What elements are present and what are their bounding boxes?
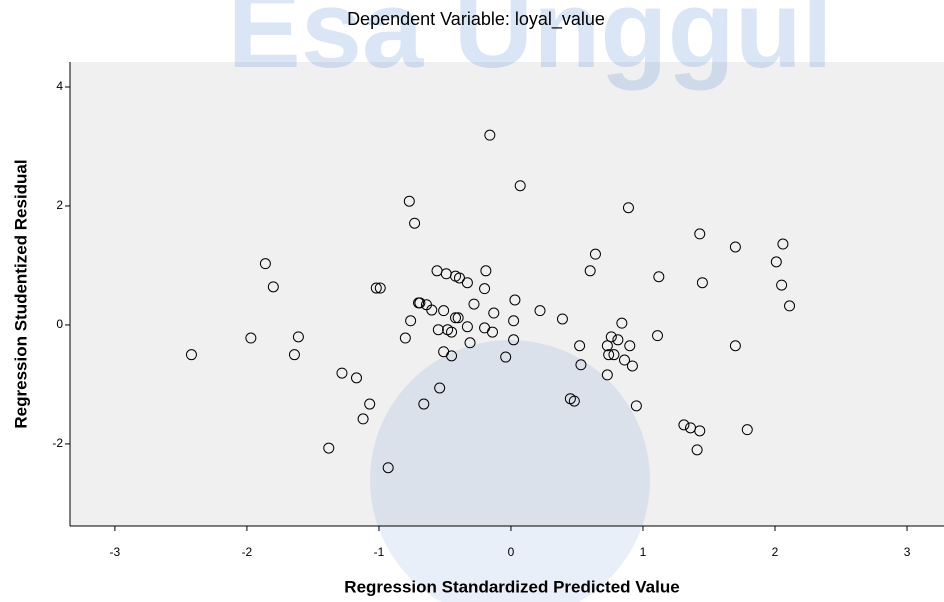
x-tick-label: -1 xyxy=(374,545,385,559)
x-tick-label: 0 xyxy=(508,545,515,559)
y-axis-label: Regression Studentized Residual xyxy=(11,159,30,428)
x-tick-label: -2 xyxy=(242,545,253,559)
y-tick-label: 0 xyxy=(56,317,63,331)
x-axis-label: Regression Standardized Predicted Value xyxy=(344,577,679,596)
y-tick-label: 2 xyxy=(56,198,63,212)
chart: Esa Unggul Dependent Variable: loyal_val… xyxy=(0,0,944,602)
x-tick-label: 3 xyxy=(904,545,911,559)
x-tick-label: -3 xyxy=(110,545,121,559)
y-tick-label: -2 xyxy=(52,436,63,450)
x-tick-label: 2 xyxy=(772,545,779,559)
x-tick-label: 1 xyxy=(640,545,647,559)
chart-title: Dependent Variable: loyal_value xyxy=(347,9,605,30)
y-tick-label: 4 xyxy=(56,79,63,93)
